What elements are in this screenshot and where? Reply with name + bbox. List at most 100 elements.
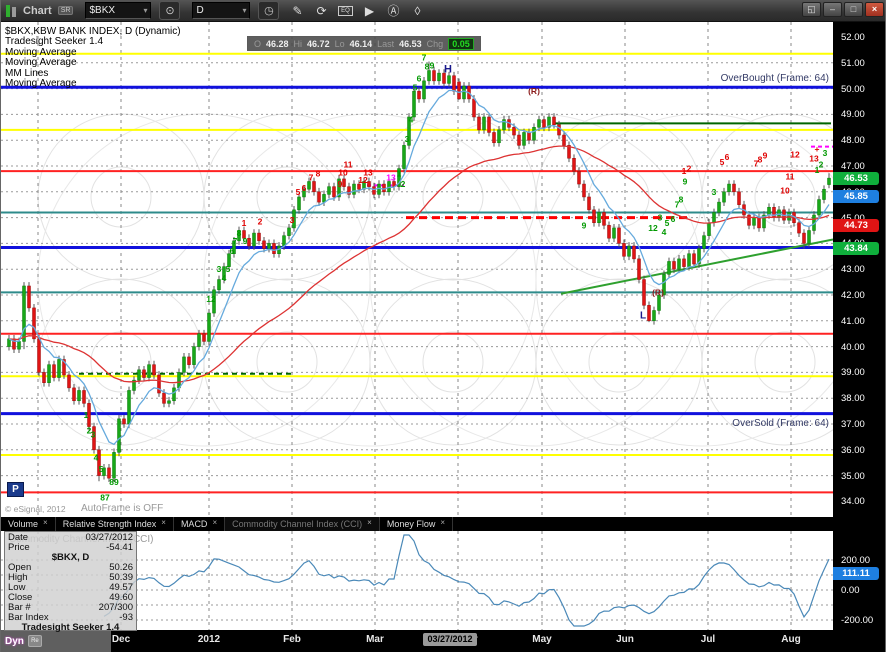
pencil-button[interactable]: ✎ [287, 2, 307, 19]
annotation-label: 4 [94, 453, 99, 463]
candle-down [602, 212, 606, 226]
annotation-label: 5 [99, 464, 104, 474]
mm-circle [701, 113, 833, 281]
candle-down [557, 124, 561, 136]
tab-money-flow[interactable]: Money Flow × [380, 517, 454, 531]
cci-axis-label: 0.00 [841, 585, 860, 596]
cci-axis[interactable]: 200.00 0.00 -200.00 111.11 [833, 531, 885, 630]
close-icon[interactable]: × [367, 517, 372, 527]
candle-down [737, 191, 741, 205]
annotation-label: 12 [790, 149, 800, 159]
price-tag: 45.85 [833, 189, 879, 203]
close-icon[interactable]: × [212, 517, 218, 527]
data-window-row: Close 49.60 [8, 593, 133, 603]
p-badge[interactable]: P [7, 482, 24, 497]
price-axis-label: 47.00 [841, 161, 865, 172]
window-controls: ◱ – □ × [802, 2, 884, 17]
interval-combo[interactable]: D ▾ [192, 2, 251, 19]
close-icon[interactable]: × [440, 517, 446, 527]
candle-up [462, 85, 466, 100]
annotation-label: 4 [409, 115, 414, 125]
candle-up [657, 294, 661, 311]
data-window-label: Date [8, 532, 29, 543]
close-icon[interactable]: × [161, 517, 166, 527]
month-label-dec: Dec [111, 634, 131, 645]
candle-up [132, 379, 136, 391]
eq-monitor-button[interactable]: EQ [335, 2, 355, 19]
time-axis[interactable]: Dyn Re Dec2012FebMarAprMayJunJulAug03/27… [1, 630, 885, 652]
annotation-label: 2 [258, 216, 263, 226]
data-window-label: Bar # [8, 602, 31, 613]
tab-volume[interactable]: Volume × [1, 517, 56, 531]
candle-up [7, 338, 11, 347]
open-value: 46.28 [266, 38, 289, 49]
titlebar: Chart SR $BKX ▾ ⊙ D ▾ ◷ ✎ ⟳ EQ ▶ Ⓐ ◊ ◱ – □ × [1, 0, 885, 22]
candle-up [57, 359, 61, 378]
candle-down [747, 214, 751, 226]
candle-down [82, 390, 86, 404]
refresh-icon: ⟳ [316, 3, 327, 18]
annotation-label: 4 [222, 273, 227, 283]
candle-up [712, 212, 716, 224]
tab-relative-strength-index[interactable]: Relative Strength Index × [56, 517, 174, 531]
data-window-row: Bar # 207/300 [8, 603, 133, 613]
candle-down [432, 70, 436, 82]
annotation-label: 2 [687, 164, 692, 174]
data-window-row: Bar Index -93 [8, 613, 133, 623]
minimize-button[interactable]: – [823, 2, 842, 17]
symbol-lookup-button[interactable]: ⊙ [159, 1, 181, 20]
annotation-label: 89 [109, 477, 119, 487]
annotation-label: 13 [363, 167, 373, 177]
candle-down [692, 253, 696, 265]
tab-macd[interactable]: MACD × [174, 517, 226, 531]
symbol-combo[interactable]: $BKX ▾ [85, 2, 152, 19]
annotation-label: 7 [233, 236, 238, 246]
high-label: Hi [293, 38, 303, 49]
candle-down [62, 359, 66, 376]
popout-button[interactable]: ◱ [802, 2, 821, 17]
legend-line: Tradesight Seeker 1.4 [5, 36, 104, 48]
candle-up [337, 178, 341, 198]
annotation-label: 87 [100, 493, 110, 503]
candle-down [97, 449, 101, 476]
time-template-button[interactable]: ◷ [258, 1, 280, 20]
candle-up [522, 132, 526, 146]
candle-down [417, 90, 421, 100]
candle-up [597, 212, 601, 224]
price-axis-label: 40.00 [841, 341, 865, 353]
maximize-button[interactable]: □ [844, 2, 863, 17]
tab-label: Commodity Channel Index (CCI) [232, 519, 363, 529]
annotation-label: 9 [430, 60, 435, 70]
dyn-icon[interactable]: Re [27, 635, 42, 647]
tab-label: MACD [180, 519, 208, 529]
annotation-label: + [815, 144, 820, 154]
candle-down [142, 369, 146, 378]
price-axis[interactable]: 52.0051.0050.0049.0048.0047.0046.0045.00… [833, 22, 885, 517]
tab-commodity-channel-index-cci-[interactable]: Commodity Channel Index (CCI) × [225, 517, 380, 531]
data-window-label: Open [8, 562, 32, 573]
annotation-label: 9 [683, 176, 688, 186]
candle-down [342, 178, 346, 187]
close-icon[interactable]: × [43, 517, 48, 527]
close-button[interactable]: × [865, 2, 884, 17]
dyn-scaling-toggle[interactable]: Dyn [5, 635, 24, 647]
data-window-value: 50.39 [109, 572, 133, 583]
mm-circle [754, 166, 816, 228]
auto-a-button[interactable]: Ⓐ [383, 2, 403, 19]
candle-down [637, 258, 641, 280]
cci-canvas[interactable] [1, 531, 833, 630]
annotation-label: 6 [417, 73, 422, 83]
refresh-button[interactable]: ⟳ [311, 2, 331, 19]
candle-up [192, 346, 196, 365]
play-button[interactable]: ▶ [359, 2, 379, 19]
candle-up [662, 274, 666, 296]
annotation-label: L [640, 311, 646, 322]
annotation-label: 3 [217, 264, 222, 274]
candle-up [537, 119, 541, 128]
candle-up [807, 230, 811, 244]
eraser-button[interactable]: ◊ [407, 2, 427, 19]
mm-circle [90, 331, 152, 393]
data-window-label: High [8, 572, 28, 583]
candle-up [102, 467, 106, 476]
